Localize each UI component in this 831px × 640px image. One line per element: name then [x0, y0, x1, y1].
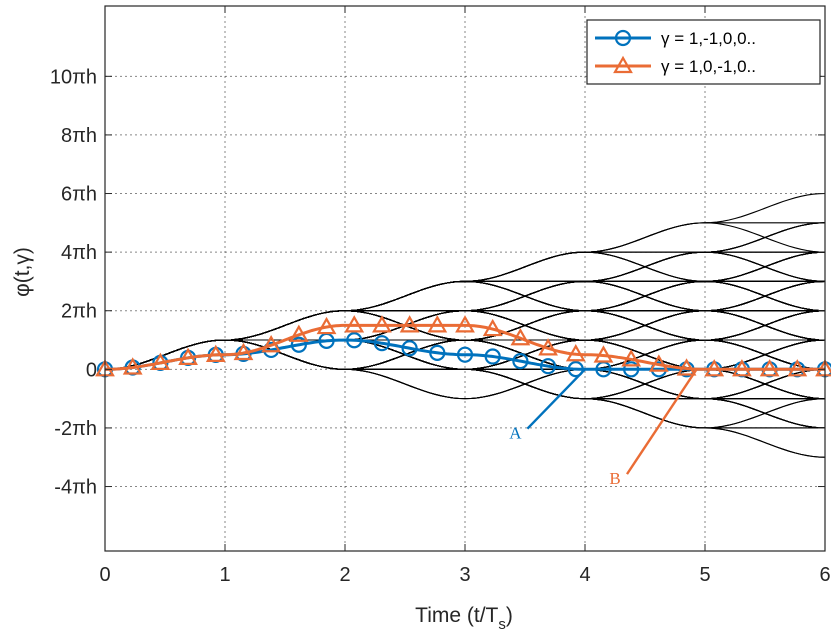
x-axis-label: Time (t/Ts)	[415, 604, 513, 633]
series-marker-2	[427, 315, 448, 333]
series-marker-2	[399, 315, 420, 333]
series-marker-1	[539, 358, 557, 375]
series-marker-2	[704, 359, 725, 377]
series-marker-2	[787, 359, 808, 377]
x-tick-label: 3	[459, 564, 470, 586]
series-marker-1	[456, 346, 474, 363]
series-marker-2	[261, 335, 282, 353]
series-marker-2	[288, 324, 309, 342]
y-tick-label: 6πh	[61, 184, 97, 206]
y-tick-label: 8πh	[61, 125, 97, 147]
series-marker-1	[373, 335, 391, 352]
series-marker-2	[648, 354, 669, 372]
series-marker-2	[676, 358, 697, 376]
series-marker-2	[344, 315, 365, 333]
series-marker-2	[205, 344, 226, 362]
y-tick-label: 10πh	[50, 66, 97, 88]
series-marker-1	[512, 353, 529, 370]
axes	[104, 5, 826, 552]
y-tick-label: 2πh	[61, 301, 97, 323]
y-tick-label: 0	[86, 359, 97, 381]
series-marker-1	[623, 361, 640, 378]
annotation-label-B: B	[609, 469, 620, 488]
x-tick-label: 2	[339, 564, 350, 586]
series-marker-2	[593, 345, 614, 363]
legend: γ = 1,-1,0,0.. γ = 1,0,-1,0..	[586, 19, 821, 85]
x-tick-label: 5	[699, 564, 710, 586]
y-tick-label: -2πh	[54, 418, 97, 440]
series-marker-2	[510, 328, 531, 346]
annotation-label-A: A	[509, 424, 522, 443]
series-marker-2	[233, 342, 254, 361]
x-tick-label: 0	[99, 564, 110, 586]
x-tick-label: 4	[579, 564, 590, 586]
series-marker-1	[290, 336, 307, 353]
series-marker-2	[759, 359, 780, 377]
series-layer	[95, 315, 831, 378]
series-marker-1	[429, 344, 446, 361]
series-marker-1	[484, 348, 501, 365]
series-marker-2	[455, 315, 475, 333]
annotation-leader-B	[626, 368, 698, 475]
phase-tree	[104, 192, 826, 458]
series-marker-2	[122, 357, 143, 375]
series-marker-2	[565, 344, 586, 362]
series-marker-2	[482, 318, 503, 337]
legend-marker-2	[613, 55, 633, 74]
legend-label-1: γ = 1,-1,0,0..	[661, 29, 756, 48]
series-marker-2	[538, 338, 558, 356]
legend-label-2: γ = 1,0,-1,0..	[661, 57, 756, 76]
series-marker-2	[621, 349, 642, 367]
annotation-leader-A	[526, 368, 586, 430]
legend-marker-1	[614, 29, 632, 47]
series-marker-2	[372, 315, 392, 333]
series-marker-1	[346, 332, 363, 349]
y-tick-label: -4πh	[54, 477, 97, 499]
series-marker-2	[316, 316, 337, 335]
series-marker-1	[401, 340, 418, 357]
series-marker-1	[567, 361, 584, 378]
y-tick-label: 4πh	[61, 242, 97, 264]
y-axis-label: φ(t,γ)	[11, 247, 34, 297]
series-marker-2	[732, 359, 752, 377]
series-line-2	[105, 323, 825, 371]
annotation-layer: AB	[509, 368, 698, 488]
x-tick-label: 1	[219, 564, 230, 586]
tick-labels: 0 1 2 3 4 5 6 10πh 8πh 6πh 4πh 2πh 0 -2πh -4πh	[50, 66, 831, 586]
x-tick-label: 6	[819, 564, 830, 586]
series-marker-2	[150, 352, 171, 370]
series-marker-2	[178, 347, 198, 365]
